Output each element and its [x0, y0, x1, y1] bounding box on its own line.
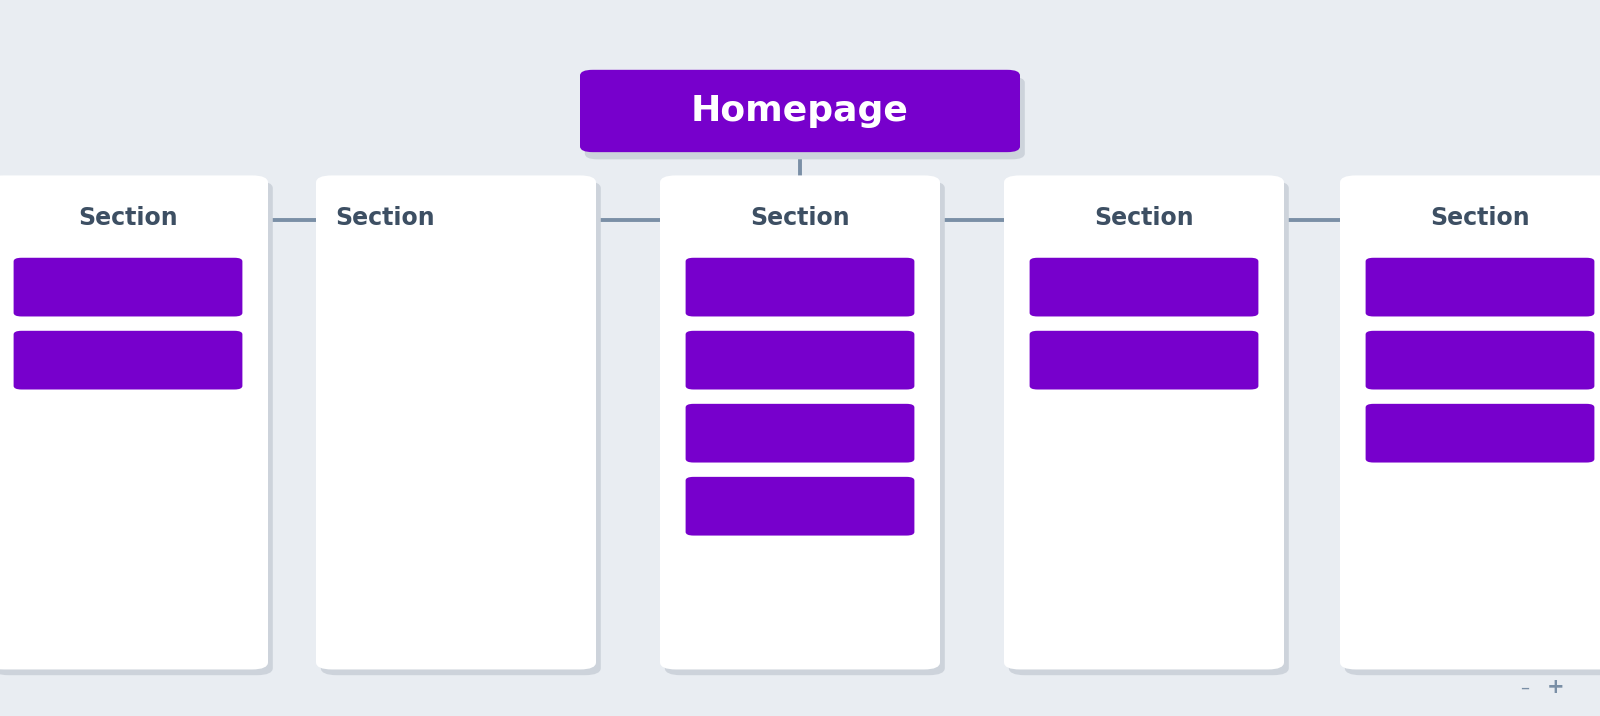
- FancyBboxPatch shape: [0, 175, 269, 669]
- Text: Section: Section: [78, 206, 178, 231]
- FancyBboxPatch shape: [666, 181, 944, 675]
- FancyBboxPatch shape: [686, 477, 915, 536]
- Text: –: –: [1520, 678, 1530, 697]
- Text: +: +: [1546, 677, 1565, 697]
- Text: Section: Section: [336, 206, 435, 231]
- FancyBboxPatch shape: [1005, 175, 1283, 669]
- FancyBboxPatch shape: [686, 258, 915, 316]
- FancyBboxPatch shape: [1030, 258, 1258, 316]
- Text: Section: Section: [1430, 206, 1530, 231]
- FancyBboxPatch shape: [1366, 258, 1594, 316]
- FancyBboxPatch shape: [14, 258, 243, 316]
- FancyBboxPatch shape: [320, 181, 602, 675]
- FancyBboxPatch shape: [315, 175, 595, 669]
- FancyBboxPatch shape: [686, 404, 915, 463]
- FancyBboxPatch shape: [579, 70, 1021, 152]
- FancyBboxPatch shape: [1366, 404, 1594, 463]
- FancyBboxPatch shape: [1008, 181, 1288, 675]
- FancyBboxPatch shape: [1366, 331, 1594, 390]
- FancyBboxPatch shape: [1030, 331, 1258, 390]
- FancyBboxPatch shape: [661, 175, 939, 669]
- Text: Section: Section: [750, 206, 850, 231]
- Text: Homepage: Homepage: [691, 94, 909, 128]
- FancyBboxPatch shape: [1341, 175, 1600, 669]
- FancyBboxPatch shape: [586, 77, 1026, 160]
- Text: Section: Section: [1094, 206, 1194, 231]
- FancyBboxPatch shape: [0, 181, 272, 675]
- FancyBboxPatch shape: [686, 331, 915, 390]
- FancyBboxPatch shape: [1344, 181, 1600, 675]
- FancyBboxPatch shape: [14, 331, 243, 390]
